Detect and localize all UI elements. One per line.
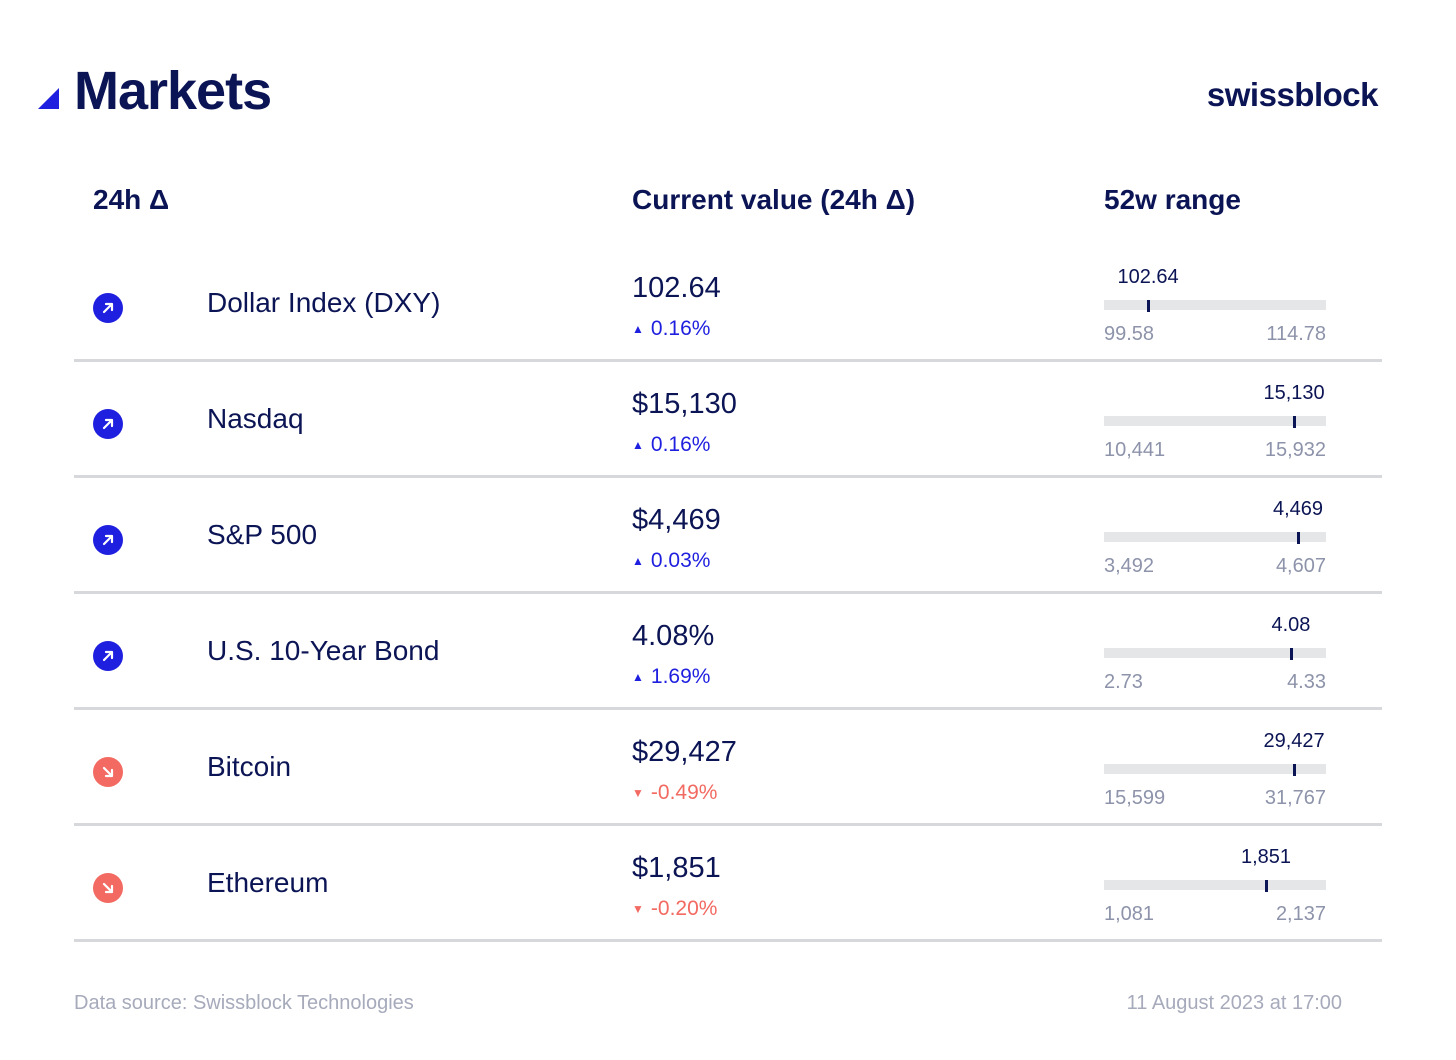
asset-name: S&P 500	[207, 519, 318, 550]
triangle-up-icon: ▲	[632, 554, 644, 568]
asset-name: U.S. 10-Year Bond	[207, 635, 440, 666]
current-value: $4,469	[632, 504, 721, 536]
range-bar: 4,469 3,492 4,607	[1104, 492, 1326, 582]
range-track	[1104, 300, 1326, 310]
range-bar: 15,130 10,441 15,932	[1104, 376, 1326, 466]
triangle-down-icon: ▼	[632, 786, 644, 800]
range-current-label: 4.08	[1271, 614, 1311, 636]
change-percent: ▼ -0.20%	[632, 897, 717, 921]
table-row: Ethereum $1,851 ▼ -0.20% 1,851 1,081 2,137	[74, 826, 1382, 942]
current-value: $29,427	[632, 736, 737, 768]
arrow-down-right-icon	[93, 757, 123, 787]
triangle-up-icon: ▲	[632, 438, 644, 452]
range-min-label: 99.58	[1104, 323, 1155, 345]
change-percent-value: 0.16%	[650, 433, 711, 456]
arrow-up-right-icon	[93, 409, 123, 439]
range-min-label: 2.73	[1104, 671, 1143, 693]
current-value: $15,130	[632, 388, 737, 420]
change-percent-value: 0.16%	[650, 317, 711, 340]
range-min-label: 1,081	[1104, 903, 1155, 925]
range-marker	[1265, 880, 1268, 892]
change-percent: ▲ 0.16%	[632, 433, 710, 457]
range-current-label: 15,130	[1263, 382, 1325, 404]
column-header-current-value: Current value (24h Δ)	[632, 184, 916, 215]
change-percent: ▲ 0.03%	[632, 549, 710, 573]
table-row: Nasdaq $15,130 ▲ 0.16% 15,130 10,441 15,932	[74, 362, 1382, 478]
table-row: Dollar Index (DXY) 102.64 ▲ 0.16% 102.64 99.5…	[74, 246, 1382, 362]
range-bar: 4.08 2.73 4.33	[1104, 608, 1326, 698]
current-value: 102.64	[632, 272, 721, 304]
change-percent: ▲ 1.69%	[632, 665, 710, 689]
range-track	[1104, 880, 1326, 890]
range-track	[1104, 764, 1326, 774]
range-marker	[1290, 648, 1293, 660]
range-min-label: 15,599	[1104, 787, 1166, 809]
range-track	[1104, 532, 1326, 542]
range-marker	[1297, 532, 1300, 544]
range-max-label: 4.33	[1287, 671, 1326, 693]
change-percent-value: 1.69%	[650, 665, 711, 688]
triangle-down-icon: ▼	[632, 902, 644, 916]
table-row: S&P 500 $4,469 ▲ 0.03% 4,469 3,492 4,607	[74, 478, 1382, 594]
current-value: 4.08%	[632, 620, 715, 652]
brand-logo: swissblock	[1206, 76, 1379, 113]
range-current-label: 1,851	[1241, 846, 1292, 868]
table-row: Bitcoin $29,427 ▼ -0.49% 29,427 15,599 31,767	[74, 710, 1382, 826]
range-marker	[1293, 764, 1296, 776]
asset-name: Dollar Index (DXY)	[207, 287, 441, 318]
table-row: U.S. 10-Year Bond 4.08% ▲ 1.69% 4.08 2.73 4.33	[74, 594, 1382, 710]
range-track	[1104, 416, 1326, 426]
range-track	[1104, 648, 1326, 658]
triangle-up-icon: ▲	[632, 322, 644, 336]
arrow-down-right-icon	[93, 873, 123, 903]
triangle-up-icon: ▲	[632, 670, 644, 684]
asset-name: Nasdaq	[207, 403, 304, 434]
change-percent: ▼ -0.49%	[632, 781, 717, 805]
asset-name: Ethereum	[207, 867, 329, 898]
range-bar: 1,851 1,081 2,137	[1104, 840, 1326, 930]
change-percent-value: -0.49%	[650, 781, 718, 804]
page-title: Markets	[74, 61, 272, 121]
range-marker	[1293, 416, 1296, 428]
timestamp: 11 August 2023 at 17:00	[1126, 992, 1342, 1014]
arrow-up-right-icon	[93, 293, 123, 323]
markets-table: Dollar Index (DXY) 102.64 ▲ 0.16% 102.64 99.5…	[74, 246, 1382, 942]
change-percent-value: 0.03%	[650, 549, 711, 572]
range-max-label: 2,137	[1275, 903, 1326, 925]
data-source: Data source: Swissblock Technologies	[74, 992, 414, 1014]
arrow-up-right-icon	[93, 641, 123, 671]
range-max-label: 15,932	[1264, 439, 1326, 461]
range-min-label: 3,492	[1104, 555, 1155, 577]
range-max-label: 31,767	[1264, 787, 1326, 809]
arrow-up-right-icon	[93, 525, 123, 555]
column-header-change: 24h Δ	[93, 184, 170, 215]
range-bar: 29,427 15,599 31,767	[1104, 724, 1326, 814]
range-current-label: 4,469	[1273, 498, 1324, 520]
range-marker	[1147, 300, 1150, 312]
header: Markets swissblock	[0, 0, 1456, 140]
range-bar: 102.64 99.58 114.78	[1104, 260, 1326, 350]
change-percent-value: -0.20%	[650, 897, 718, 920]
column-header-range: 52w range	[1104, 184, 1241, 215]
current-value: $1,851	[632, 852, 721, 884]
range-min-label: 10,441	[1104, 439, 1166, 461]
asset-name: Bitcoin	[207, 751, 292, 782]
title-triangle-icon	[38, 88, 59, 109]
change-percent: ▲ 0.16%	[632, 317, 710, 341]
range-current-label: 102.64	[1117, 266, 1179, 288]
range-current-label: 29,427	[1263, 730, 1325, 752]
range-max-label: 4,607	[1275, 555, 1326, 577]
range-max-label: 114.78	[1266, 323, 1326, 345]
